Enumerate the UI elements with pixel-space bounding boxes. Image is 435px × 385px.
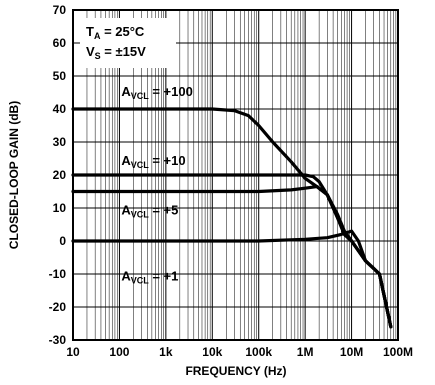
x-tick-label: 100k: [245, 345, 272, 359]
x-tick-label: 1M: [297, 345, 314, 359]
series-label: AVCL = +5: [121, 203, 178, 220]
y-tick-labels: 70 60 50 40 30 20 10 0 -10 -20 -30: [49, 3, 67, 347]
series-line: [71, 173, 393, 329]
y-tick-label: 40: [53, 102, 67, 116]
x-tick-label: 100M: [383, 345, 413, 359]
y-tick-label: -10: [49, 267, 67, 281]
y-tick-label: -20: [49, 300, 67, 314]
y-tick-label: 60: [53, 36, 67, 50]
y-tick-label: 70: [53, 3, 67, 17]
y-tick-label: 30: [53, 135, 67, 149]
conditions-annotation: TA = 25°C VS = ±15V: [80, 18, 176, 68]
x-tick-label: 10M: [340, 345, 363, 359]
series-label: AVCL = +100: [121, 84, 193, 101]
series-line: [71, 229, 393, 329]
y-tick-label: 0: [59, 234, 66, 248]
vs-condition: VS = ±15V: [86, 44, 146, 61]
y-tick-label: 50: [53, 69, 67, 83]
y-axis-title: CLOSED-LOOP GAIN (dB): [7, 101, 21, 249]
conditions-box: [80, 18, 176, 68]
y-tick-label: 20: [53, 168, 67, 182]
x-tick-label: 10k: [202, 345, 222, 359]
series-labels: AVCL = +100 AVCL = +10 AVCL = +5 AVCL = +1: [121, 84, 193, 286]
x-tick-label: 1k: [159, 345, 173, 359]
y-tick-label: -30: [49, 333, 67, 347]
series-label: AVCL = +10: [121, 153, 185, 170]
x-tick-label: 100: [109, 345, 129, 359]
y-tick-label: 10: [53, 201, 67, 215]
x-tick-label: 10: [66, 345, 80, 359]
x-tick-labels: 10 100 1k 10k 100k 1M 10M 100M: [66, 345, 413, 359]
ta-condition: TA = 25°C: [86, 24, 145, 41]
series-group: [71, 107, 393, 329]
series-label: AVCL = +1: [121, 269, 178, 286]
x-axis-title: FREQUENCY (Hz): [185, 364, 286, 378]
